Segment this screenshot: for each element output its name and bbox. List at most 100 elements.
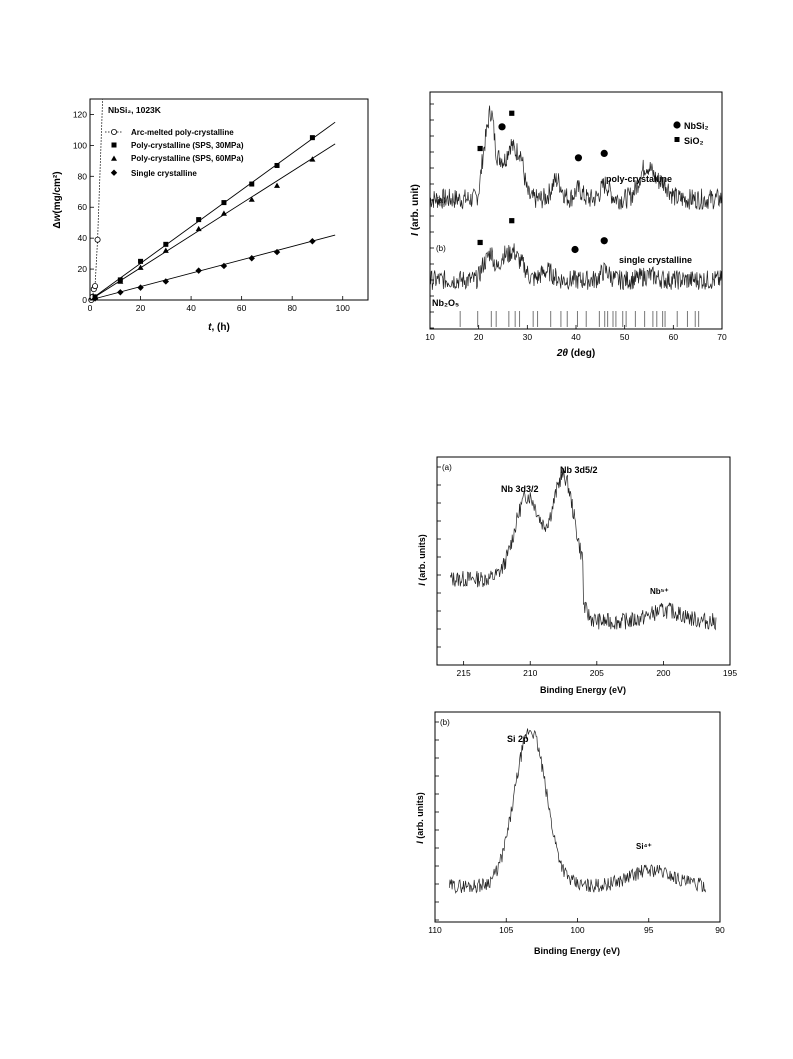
x-tick-label: 100 <box>336 303 350 313</box>
xps-nb-chart: 215 210 205 200 195 (a) Nb 3d3/2 Nb 3d5/2 Nb… <box>417 456 737 695</box>
data-point-series-2 <box>221 200 227 206</box>
xrd-legend-circle-marker <box>673 121 681 129</box>
x-tick-label: 60 <box>237 303 247 313</box>
xrd-reference-label: Nb₂O₅ <box>432 298 459 308</box>
x-tick-label: 80 <box>287 303 297 313</box>
data-point-series-4 <box>220 262 228 270</box>
y-tick-label: 60 <box>78 202 88 212</box>
legend-marker-single <box>110 169 118 176</box>
xrd-peak-marker-square <box>509 110 515 116</box>
xrd-curve-poly <box>429 105 723 210</box>
xrd-plot-area <box>429 105 723 327</box>
legend-label-sps30: Poly-crystalline (SPS, 30MPa) <box>131 141 244 150</box>
x-tick-label: 210 <box>523 668 537 678</box>
xrd-peak-marker-circle <box>574 154 583 162</box>
xrd-legend: NbSi₂ SiO₂ <box>673 121 709 146</box>
xrd-chart: 10 20 30 40 50 60 70 NbSi₂ SiO₂ (a) poly-cryst… <box>410 91 727 359</box>
xrd-peak-marker-square <box>477 145 483 152</box>
oxidation-chart: 0 20 40 60 80 100 0 20 40 60 80 100 120 NbSi₂, 1023… <box>52 98 369 333</box>
x-tick-label: 20 <box>474 332 484 342</box>
x-tick-label: 195 <box>723 668 737 678</box>
xps-si-x-axis-label: Binding Energy (eV) <box>534 946 620 956</box>
x-tick-label: 100 <box>570 925 584 935</box>
x-tick-label: 40 <box>186 303 196 313</box>
data-point-series-3 <box>162 247 169 253</box>
data-point-series-4 <box>162 278 170 285</box>
x-tick-label: 110 <box>428 925 442 935</box>
oxidation-y-ticks: 0 20 40 60 80 100 120 <box>73 109 94 305</box>
xrd-peak-marker-square <box>509 218 515 224</box>
x-tick-label: 20 <box>136 303 146 313</box>
data-point-series-2 <box>163 241 169 247</box>
data-point-series-3 <box>117 278 124 284</box>
xrd-peak-marker-circle <box>600 149 608 157</box>
data-point-series-4 <box>137 284 144 291</box>
x-tick-label: 0 <box>88 303 93 313</box>
xps-si-plot-area <box>448 728 707 894</box>
x-tick-label: 70 <box>717 332 727 342</box>
data-point-series-2 <box>196 217 202 223</box>
fit-line-2 <box>89 143 336 301</box>
xps-nb-x-axis-label: Binding Energy (eV) <box>540 685 626 695</box>
data-point-series-4 <box>117 289 124 296</box>
xrd-curve-a-label: poly-crystalline <box>606 174 672 184</box>
xps-si-label-2p: Si 2p <box>507 734 529 744</box>
data-point-series-3 <box>309 156 316 162</box>
x-tick-label: 205 <box>590 668 604 678</box>
x-tick-label: 50 <box>620 332 630 342</box>
series-line-arc-melted <box>90 98 104 301</box>
data-point-series-4 <box>248 255 255 262</box>
x-tick-label: 40 <box>571 332 581 342</box>
data-point-series-3 <box>195 225 202 232</box>
xps-spectrum-si2p <box>448 728 707 894</box>
y-tick-label: 80 <box>78 171 88 181</box>
legend-marker-sps60 <box>111 155 117 161</box>
data-point-series-2 <box>249 181 255 187</box>
x-tick-label: 90 <box>715 925 725 935</box>
xrd-peak-marker-circle <box>498 123 506 131</box>
data-point-series-3 <box>248 196 255 202</box>
xps-si-axes-frame <box>434 711 721 923</box>
xps-si-chart: 110 105 100 95 90 (b) Si 2p Si⁴⁺ Binding Ene… <box>415 711 725 956</box>
x-tick-label: 200 <box>656 668 670 678</box>
xps-nb-label-3d32: Nb 3d3/2 <box>501 484 539 494</box>
xps-si-x-ticks: 110 105 100 95 90 <box>428 918 725 935</box>
y-tick-label: 120 <box>73 109 87 119</box>
y-tick-label: 20 <box>78 264 88 274</box>
xrd-curve-b-tag: (b) <box>436 244 446 253</box>
x-tick-label: 95 <box>644 925 654 935</box>
oxidation-x-axis-label: t, (h) <box>208 322 230 333</box>
y-tick-label: 40 <box>78 233 88 243</box>
xps-spectrum-nb3d <box>449 468 717 631</box>
xrd-curve-single <box>429 243 723 290</box>
x-tick-label: 60 <box>669 332 679 342</box>
data-point-series-4 <box>273 248 281 256</box>
fit-line-1 <box>89 121 336 301</box>
x-tick-label: 105 <box>499 925 513 935</box>
legend-label-single: Single crystalline <box>131 169 197 178</box>
xps-nb-label-3d52: Nb 3d5/2 <box>560 465 598 475</box>
xrd-x-ticks: 10 20 30 40 50 60 70 <box>425 325 727 342</box>
data-point-series-3 <box>220 210 227 216</box>
y-tick-label: 0 <box>82 295 87 305</box>
xps-si-y-axis-label: I (arb. units) <box>415 792 425 844</box>
xps-si-y-ticks <box>435 721 439 921</box>
legend-marker-sps30 <box>111 142 117 148</box>
xrd-peak-marker-square <box>477 239 483 246</box>
fit-line-3 <box>89 234 336 301</box>
data-point-series-3 <box>137 264 144 270</box>
xrd-y-ticks <box>430 103 434 329</box>
xps-si-label-si4: Si⁴⁺ <box>636 842 652 851</box>
xps-nb-y-ticks <box>437 466 441 648</box>
xps-nb-x-ticks: 215 210 205 200 195 <box>457 661 737 678</box>
data-point-series-4 <box>195 267 202 274</box>
oxidation-axes-frame <box>89 98 369 301</box>
xrd-y-axis-label: I (arb. unit) <box>410 184 421 236</box>
xrd-x-axis-label: 2θ (deg) <box>556 348 595 359</box>
xps-nb-label-nb5: Nb⁵⁺ <box>650 587 669 596</box>
data-point-series-3 <box>274 182 281 188</box>
legend-label-arc: Arc-melted poly-crystalline <box>131 128 234 137</box>
legend-label-sps60: Poly-crystalline (SPS, 60MPa) <box>131 154 244 163</box>
x-tick-label: 30 <box>523 332 533 342</box>
xrd-legend-sio2: SiO₂ <box>684 136 704 146</box>
